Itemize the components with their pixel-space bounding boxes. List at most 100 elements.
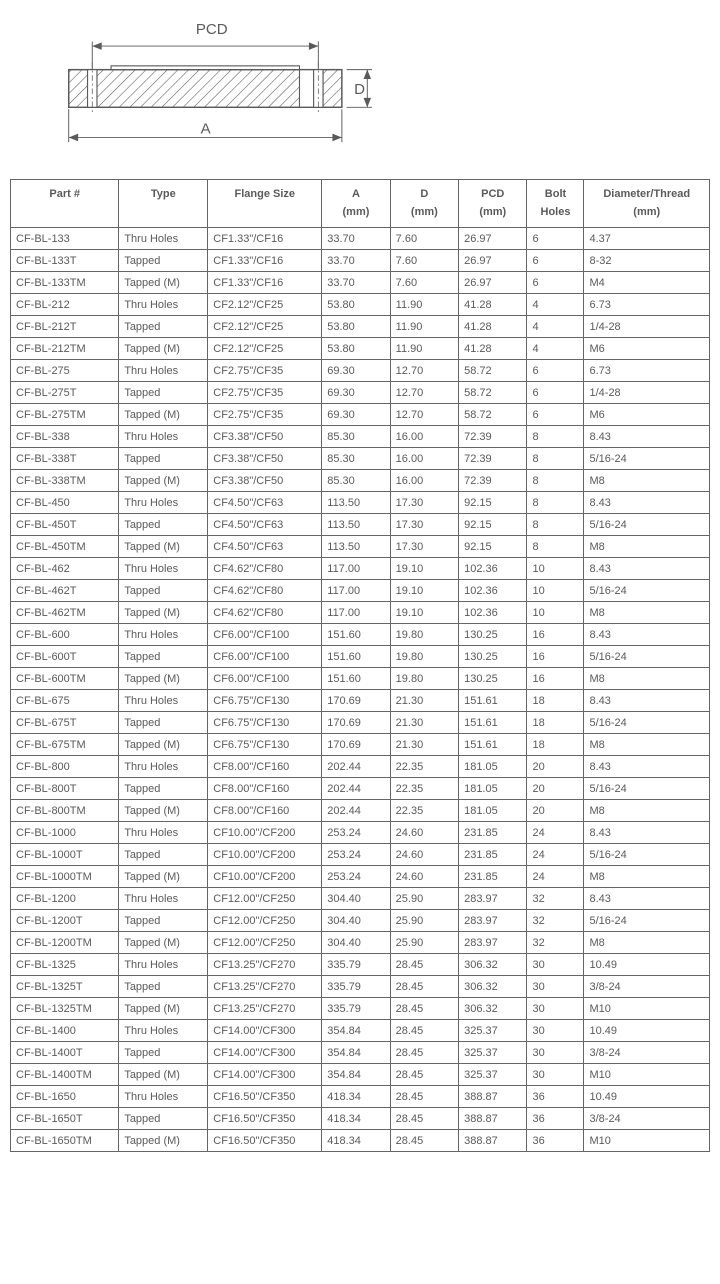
table-cell: 170.69	[322, 690, 390, 712]
table-cell: 6	[527, 228, 584, 250]
table-cell: Tapped (M)	[119, 932, 208, 954]
table-cell: 28.45	[390, 1064, 458, 1086]
table-cell: 92.15	[459, 492, 527, 514]
table-cell: 32	[527, 910, 584, 932]
table-cell: 5/16-24	[584, 580, 710, 602]
table-cell: Thru Holes	[119, 690, 208, 712]
table-row: CF-BL-275Thru HolesCF2.75"/CF3569.3012.7…	[11, 360, 710, 382]
table-cell: 253.24	[322, 822, 390, 844]
table-cell: CF-BL-338	[11, 426, 119, 448]
table-cell: 325.37	[459, 1020, 527, 1042]
table-cell: CF-BL-1000T	[11, 844, 119, 866]
table-row: CF-BL-600TTappedCF6.00"/CF100151.6019.80…	[11, 646, 710, 668]
table-cell: CF-BL-450	[11, 492, 119, 514]
table-cell: 24	[527, 844, 584, 866]
table-cell: 8.43	[584, 426, 710, 448]
table-cell: 6	[527, 360, 584, 382]
table-cell: CF-BL-275T	[11, 382, 119, 404]
a-label: A	[201, 121, 212, 138]
table-cell: M8	[584, 800, 710, 822]
table-cell: Thru Holes	[119, 1086, 208, 1108]
table-cell: 181.05	[459, 800, 527, 822]
table-cell: 335.79	[322, 954, 390, 976]
table-cell: 151.61	[459, 734, 527, 756]
table-cell: M8	[584, 734, 710, 756]
table-cell: 30	[527, 1064, 584, 1086]
table-row: CF-BL-212TTappedCF2.12"/CF2553.8011.9041…	[11, 316, 710, 338]
table-cell: 25.90	[390, 888, 458, 910]
table-cell: Tapped	[119, 250, 208, 272]
table-row: CF-BL-450TMTapped (M)CF4.50"/CF63113.501…	[11, 536, 710, 558]
table-cell: 335.79	[322, 998, 390, 1020]
table-cell: CF-BL-1325TM	[11, 998, 119, 1020]
table-row: CF-BL-600TMTapped (M)CF6.00"/CF100151.60…	[11, 668, 710, 690]
table-cell: 28.45	[390, 954, 458, 976]
table-cell: Tapped	[119, 1108, 208, 1130]
table-cell: Thru Holes	[119, 228, 208, 250]
table-cell: CF-BL-675	[11, 690, 119, 712]
table-cell: CF13.25"/CF270	[208, 976, 322, 998]
table-cell: CF-BL-1650	[11, 1086, 119, 1108]
table-cell: 11.90	[390, 316, 458, 338]
flange-body	[69, 62, 342, 115]
table-cell: 30	[527, 1020, 584, 1042]
table-cell: Tapped (M)	[119, 272, 208, 294]
table-cell: 11.90	[390, 294, 458, 316]
table-row: CF-BL-275TMTapped (M)CF2.75"/CF3569.3012…	[11, 404, 710, 426]
table-cell: 325.37	[459, 1042, 527, 1064]
table-cell: 12.70	[390, 404, 458, 426]
table-row: CF-BL-212TMTapped (M)CF2.12"/CF2553.8011…	[11, 338, 710, 360]
table-cell: 117.00	[322, 558, 390, 580]
table-cell: 19.10	[390, 602, 458, 624]
table-cell: 10	[527, 558, 584, 580]
table-cell: 69.30	[322, 404, 390, 426]
table-cell: 306.32	[459, 954, 527, 976]
table-cell: 16.00	[390, 448, 458, 470]
table-cell: CF-BL-1200T	[11, 910, 119, 932]
table-cell: 325.37	[459, 1064, 527, 1086]
table-cell: 92.15	[459, 514, 527, 536]
table-cell: 32	[527, 888, 584, 910]
table-cell: 102.36	[459, 558, 527, 580]
table-row: CF-BL-450Thru HolesCF4.50"/CF63113.5017.…	[11, 492, 710, 514]
table-cell: Thru Holes	[119, 492, 208, 514]
table-cell: 151.60	[322, 624, 390, 646]
table-cell: 102.36	[459, 580, 527, 602]
table-cell: 10.49	[584, 954, 710, 976]
table-row: CF-BL-1200Thru HolesCF12.00"/CF250304.40…	[11, 888, 710, 910]
table-cell: 7.60	[390, 228, 458, 250]
table-cell: 102.36	[459, 602, 527, 624]
table-cell: CF13.25"/CF270	[208, 998, 322, 1020]
table-cell: CF1.33"/CF16	[208, 228, 322, 250]
table-cell: M10	[584, 1064, 710, 1086]
table-cell: 21.30	[390, 712, 458, 734]
table-cell: 113.50	[322, 514, 390, 536]
col-flange: Flange Size	[208, 180, 322, 228]
table-cell: CF-BL-133TM	[11, 272, 119, 294]
table-row: CF-BL-1400TTappedCF14.00"/CF300354.8428.…	[11, 1042, 710, 1064]
table-cell: 72.39	[459, 448, 527, 470]
table-cell: 4	[527, 316, 584, 338]
table-cell: 202.44	[322, 756, 390, 778]
table-cell: CF-BL-675TM	[11, 734, 119, 756]
table-cell: CF14.00"/CF300	[208, 1042, 322, 1064]
table-cell: 181.05	[459, 756, 527, 778]
table-cell: 8	[527, 536, 584, 558]
table-cell: 304.40	[322, 888, 390, 910]
table-cell: 53.80	[322, 294, 390, 316]
table-cell: 306.32	[459, 998, 527, 1020]
table-cell: 8	[527, 448, 584, 470]
table-cell: CF-BL-212TM	[11, 338, 119, 360]
table-cell: CF10.00"/CF200	[208, 866, 322, 888]
table-cell: CF3.38"/CF50	[208, 426, 322, 448]
table-cell: CF-BL-1000TM	[11, 866, 119, 888]
table-cell: Thru Holes	[119, 558, 208, 580]
table-cell: Thru Holes	[119, 360, 208, 382]
table-row: CF-BL-1325TTappedCF13.25"/CF270335.7928.…	[11, 976, 710, 998]
table-cell: Tapped (M)	[119, 800, 208, 822]
table-cell: 28.45	[390, 1130, 458, 1152]
table-cell: CF6.00"/CF100	[208, 624, 322, 646]
table-row: CF-BL-800Thru HolesCF8.00"/CF160202.4422…	[11, 756, 710, 778]
table-cell: CF8.00"/CF160	[208, 800, 322, 822]
table-cell: 253.24	[322, 844, 390, 866]
